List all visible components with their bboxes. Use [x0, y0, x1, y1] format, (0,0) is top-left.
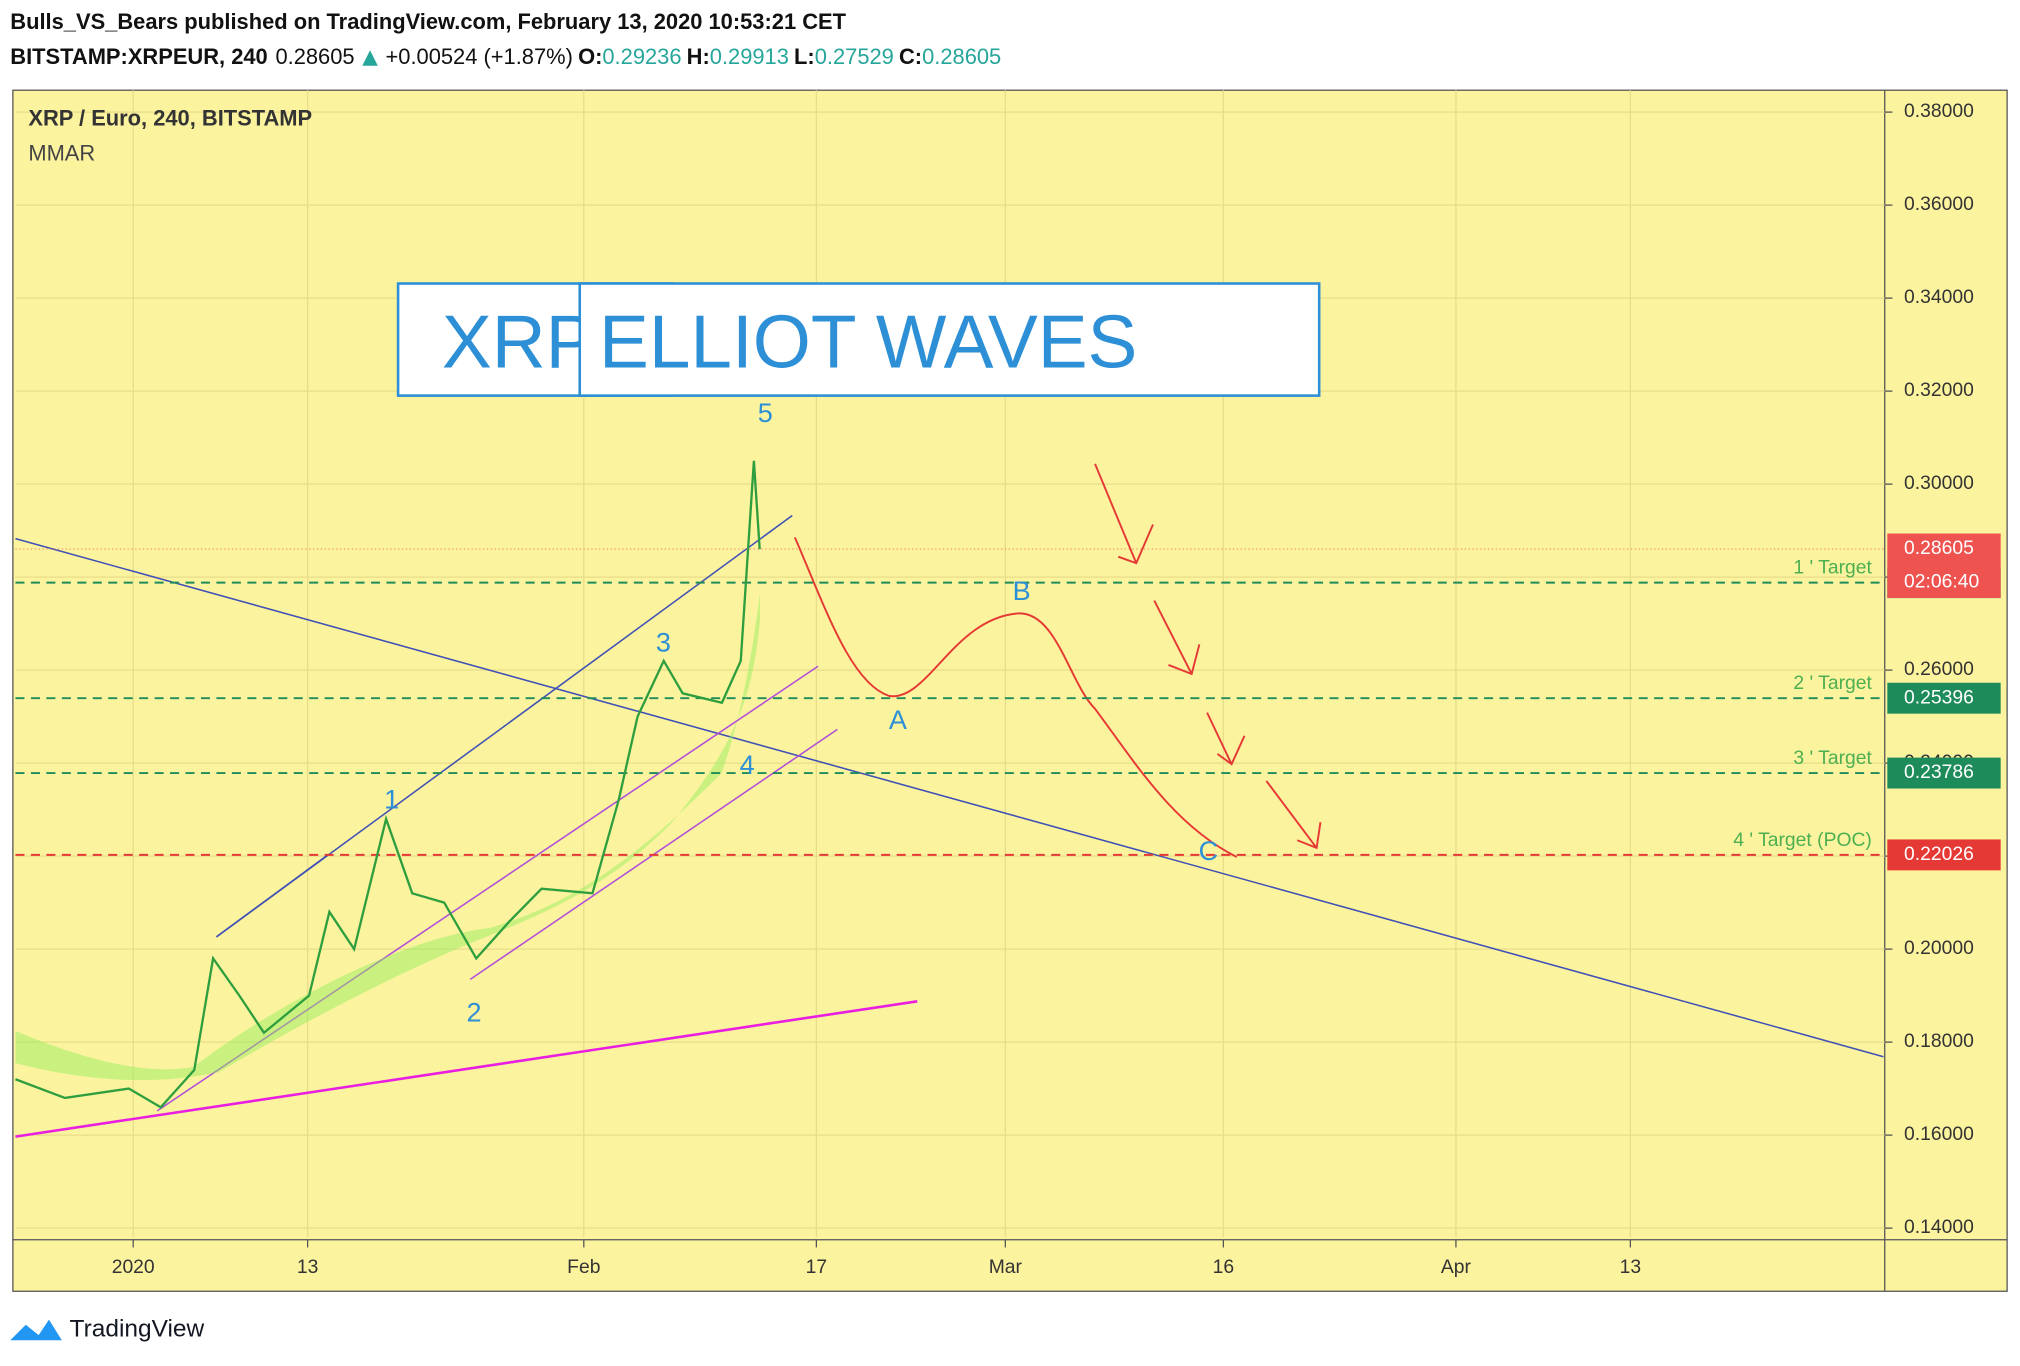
quote-field: 0.29236 — [602, 44, 681, 69]
target-name: 3 ' Target — [1793, 748, 1872, 769]
quote-field: 0.27529 — [815, 44, 894, 69]
chart-title: XRP / Euro, 240, BITSTAMP — [28, 106, 312, 131]
arrow — [1265, 780, 1322, 850]
price-tag-label: 0.23786 — [1904, 762, 1974, 783]
author-line: Bulls_VS_Bears published on TradingView.… — [10, 9, 846, 34]
y-tick-label: 0.14000 — [1904, 1217, 1974, 1238]
support-line — [15, 1000, 918, 1138]
grid — [15, 90, 1885, 1238]
quote-field: 0.28605 — [275, 44, 354, 69]
footer-logo: TradingView — [10, 1315, 205, 1342]
wave-label: B — [1013, 576, 1031, 606]
x-tick-label: Feb — [567, 1257, 600, 1278]
target-name: 1 ' Target — [1793, 558, 1872, 579]
price-tag — [1887, 839, 2001, 871]
banner-box — [578, 282, 1321, 397]
last-price-label: 0.28605 — [1904, 538, 1974, 559]
quote-field: H: — [687, 44, 710, 69]
wave-label: 2 — [467, 997, 482, 1027]
wave-label: 3 — [656, 627, 671, 657]
quote-field: +0.00524 (+1.87%) — [386, 44, 573, 69]
quote-field: C: — [899, 44, 922, 69]
quote-field: O: — [578, 44, 602, 69]
last-price-tag — [1887, 533, 2001, 598]
channel-lower — [156, 665, 819, 1112]
logo-icon — [10, 1319, 62, 1341]
y-tick-label: 0.18000 — [1904, 1031, 1974, 1052]
arrows — [1094, 463, 1322, 850]
arrow — [1094, 463, 1154, 565]
quote-line: 0.28605 +0.00524 (+1.87%) O: 0.29236 H: 0.299… — [275, 44, 1001, 69]
x-tick-label: 13 — [1620, 1257, 1641, 1278]
plot: 1 ' Target 2 ' Target 3 ' Target 4 ' Target… — [15, 398, 1885, 1109]
x-tick-label: 13 — [297, 1257, 318, 1278]
wave-label: 4 — [740, 750, 755, 780]
wave-label: C — [1199, 836, 1219, 866]
y-tick-label: 0.36000 — [1904, 194, 1974, 215]
y-tick-label: 0.30000 — [1904, 473, 1974, 494]
banner-left: XRP — [442, 300, 596, 384]
y-tick-label: 0.20000 — [1904, 938, 1974, 959]
quote-field: 0.29913 — [710, 44, 789, 69]
wave-label: A — [889, 705, 907, 735]
x-tick-label: Mar — [989, 1257, 1023, 1278]
channel-upper — [215, 514, 793, 938]
projection-curve — [793, 536, 1238, 858]
x-tick-label: 2020 — [112, 1257, 155, 1278]
price-tag — [1887, 757, 2001, 789]
y-tick-label: 0.16000 — [1904, 1124, 1974, 1145]
price-tag — [1887, 682, 2001, 714]
y-tick-label: 0.34000 — [1904, 287, 1974, 308]
footer-text: TradingView — [70, 1315, 205, 1342]
y-tick-label: 0.32000 — [1904, 380, 1974, 401]
drawings — [15, 463, 1884, 1138]
target-name: 4 ' Target (POC) — [1733, 830, 1872, 851]
price-tag-label: 0.22026 — [1904, 844, 1974, 865]
banner-right: ELLIOT WAVES — [599, 300, 1137, 384]
chart-bg — [12, 89, 2008, 1292]
x-tick-label: 16 — [1213, 1257, 1234, 1278]
x-tick-label: Apr — [1441, 1257, 1472, 1278]
y-tick-label: 0.26000 — [1904, 659, 1974, 680]
arrow — [1206, 712, 1246, 766]
indicator-name: MMAR — [28, 140, 95, 165]
wave-label: 5 — [758, 398, 773, 428]
target-name: 2 ' Target — [1793, 673, 1872, 694]
price-line — [15, 460, 761, 1109]
x-tick-label: 17 — [806, 1257, 827, 1278]
countdown: 02:06:40 — [1904, 572, 1979, 593]
up-icon — [362, 50, 378, 66]
quote-field: L: — [794, 44, 815, 69]
symbol: BITSTAMP:XRPEUR, 240 — [10, 44, 267, 69]
price-tag-label: 0.25396 — [1904, 687, 1974, 708]
quote-field: 0.28605 — [922, 44, 1001, 69]
arrow — [1153, 600, 1201, 676]
trendline — [15, 537, 1884, 1058]
wave-label: 1 — [384, 785, 399, 815]
y-tick-label: 0.38000 — [1904, 101, 1974, 122]
